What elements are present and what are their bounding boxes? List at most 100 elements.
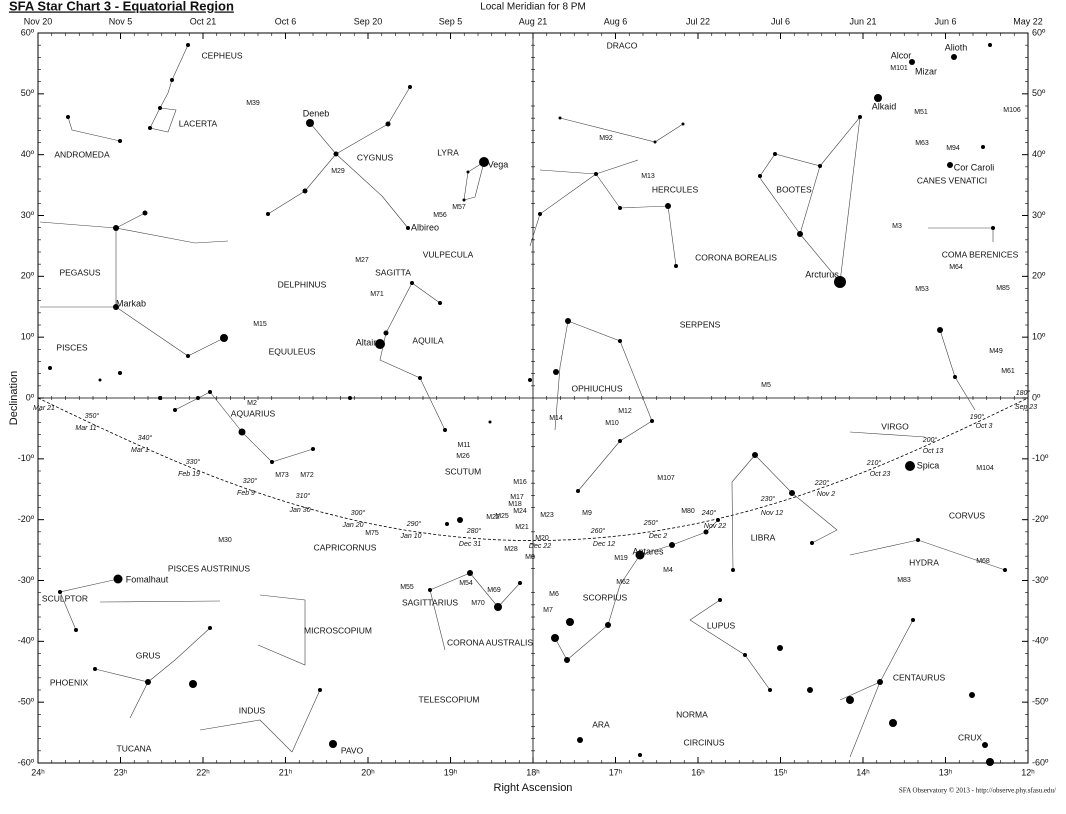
star-dot xyxy=(467,570,473,576)
star-dot xyxy=(306,119,314,127)
ecliptic-longitude: 320° xyxy=(243,477,258,485)
star-dot xyxy=(48,366,52,370)
deep-sky-label: M80 xyxy=(681,508,695,515)
star-dot xyxy=(834,276,846,288)
ra-tick-label: 20ʰ xyxy=(361,767,375,777)
constellation-label: OPHIUCHUS xyxy=(571,383,622,393)
constellation-line xyxy=(335,153,409,229)
star-name: Fomalhaut xyxy=(126,574,169,584)
ra-tick-label: 23ʰ xyxy=(114,767,128,777)
dec-tick-label: -60º xyxy=(18,757,35,767)
star-dot xyxy=(266,212,270,216)
constellation-line xyxy=(241,431,314,463)
deep-sky-label: M85 xyxy=(996,285,1010,292)
constellation-label: ARA xyxy=(592,719,610,729)
deep-sky-label: M23 xyxy=(540,512,554,519)
star-dot xyxy=(158,396,162,400)
star-dot xyxy=(988,43,992,47)
dec-tick-label: 20º xyxy=(21,271,35,281)
deep-sky-label: M22 xyxy=(486,514,500,521)
star-dot xyxy=(428,588,432,592)
constellation-line xyxy=(39,221,229,244)
ecliptic-date: Nov 22 xyxy=(704,523,726,530)
constellation-label: CEPHEUS xyxy=(201,50,242,60)
deep-sky-label: M24 xyxy=(513,508,527,515)
constellation-label: CIRCINUS xyxy=(683,737,724,747)
star-name: Altair xyxy=(356,337,377,347)
deep-sky-label: M5 xyxy=(761,382,771,389)
deep-sky-label: M3 xyxy=(892,223,902,230)
constellation-line xyxy=(463,161,485,201)
star-dot xyxy=(991,226,995,230)
ra-tick-label: 12ʰ xyxy=(1021,767,1035,777)
constellation-label: COMA BERENICES xyxy=(942,249,1019,259)
deep-sky-label: M21 xyxy=(515,524,529,531)
constellation-label: CANES VENATICI xyxy=(917,175,987,185)
star-dot xyxy=(443,428,447,432)
deep-sky-label: M75 xyxy=(365,530,379,537)
constellation-label: CORONA BOREALIS xyxy=(695,252,777,262)
deep-sky-label: M6 xyxy=(549,591,559,598)
date-tick-label: Oct 21 xyxy=(190,16,217,26)
deep-sky-label: M30 xyxy=(218,537,232,544)
star-dot xyxy=(777,645,783,651)
ecliptic-date: Feb 19 xyxy=(178,471,200,478)
deep-sky-label: M51 xyxy=(914,109,928,116)
deep-sky-label: M104 xyxy=(976,465,994,472)
star-dot xyxy=(329,740,337,748)
star-dot xyxy=(208,626,212,630)
deep-sky-label: M55 xyxy=(400,584,414,591)
star-dot xyxy=(576,489,580,493)
star-dot xyxy=(703,529,709,535)
star-dot xyxy=(170,78,174,82)
date-tick-label: Sep 5 xyxy=(439,16,463,26)
credit: SFA Observatory © 2013 - http://observe.… xyxy=(899,787,1056,795)
star-dot xyxy=(953,375,957,379)
star-dot xyxy=(937,327,943,333)
constellation-line xyxy=(799,116,861,283)
constellation-label: CORVUS xyxy=(949,510,986,520)
constellation-label: CRUX xyxy=(958,732,982,742)
ecliptic-longitude: 330° xyxy=(186,458,201,466)
dec-tick-label: 10º xyxy=(21,332,35,342)
star-dot xyxy=(383,330,389,336)
star-dot xyxy=(348,396,352,400)
deep-sky-label: M17 xyxy=(510,494,524,501)
date-tick-label: Jun 6 xyxy=(934,16,956,26)
star-dot xyxy=(618,206,622,210)
star-dot xyxy=(716,518,720,522)
date-tick-label: Jun 21 xyxy=(849,16,876,26)
star-dot xyxy=(969,692,975,698)
ra-tick-label: 24ʰ xyxy=(31,767,45,777)
star-name: Mizar xyxy=(915,66,937,76)
ecliptic-date: Feb 9 xyxy=(237,490,255,497)
star-dot xyxy=(650,419,654,423)
deep-sky-label: M106 xyxy=(1003,107,1021,114)
star-dot xyxy=(173,408,177,412)
dec-tick-label: 0º xyxy=(1032,392,1041,402)
constellation-line xyxy=(379,332,446,431)
ecliptic-longitude: 310° xyxy=(296,492,311,500)
star-dot xyxy=(457,517,463,523)
x-axis-label: Right Ascension xyxy=(494,782,573,794)
deep-sky-label: M19 xyxy=(614,555,628,562)
star-dot xyxy=(418,376,422,380)
constellation-label: INDUS xyxy=(239,705,266,715)
star-dot xyxy=(406,226,410,230)
ecliptic-date: Mar 11 xyxy=(75,425,96,432)
deep-sky-label: M73 xyxy=(275,472,289,479)
deep-sky-label: M107 xyxy=(657,475,675,482)
star-dot xyxy=(618,339,622,343)
star-dot xyxy=(208,390,212,394)
ecliptic-longitude: 340° xyxy=(138,434,153,442)
star-dot xyxy=(758,174,762,178)
deep-sky-label: M26 xyxy=(456,453,470,460)
constellation-label: AQUILA xyxy=(412,335,444,345)
star-dot xyxy=(807,687,813,693)
ecliptic-longitude: 350° xyxy=(85,412,100,420)
dec-tick-label: 60º xyxy=(1032,27,1046,37)
ecliptic-longitude: 290° xyxy=(406,520,422,528)
ra-tick-label: 14ʰ xyxy=(856,767,870,777)
dec-tick-label: 40º xyxy=(1032,149,1046,159)
